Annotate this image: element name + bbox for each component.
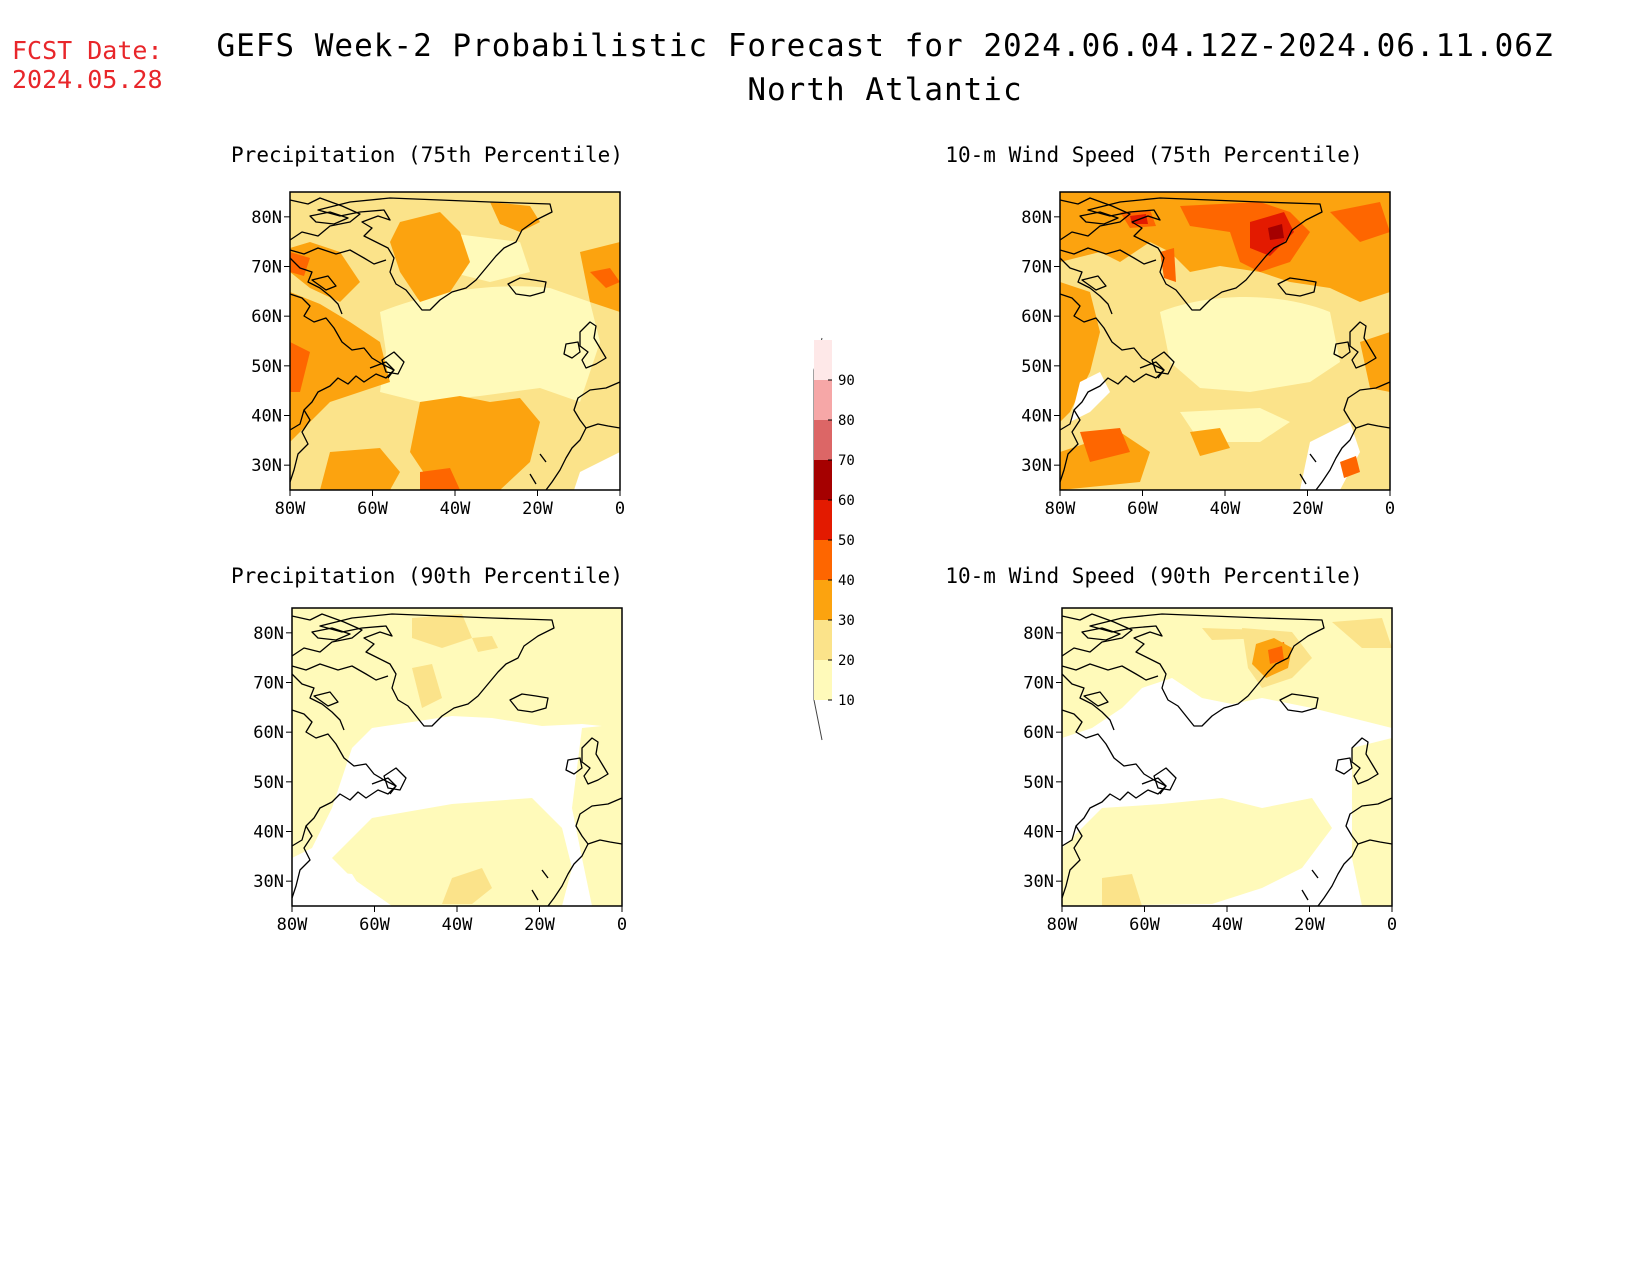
lat-tick-label: 60N (251, 307, 282, 327)
panel-title-precip75: Precipitation (75th Percentile) (231, 143, 623, 167)
lat-tick-label: 50N (251, 357, 282, 377)
colorbar-swatch (814, 420, 832, 460)
forecast-date: FCST Date: 2024.05.28 (12, 36, 163, 94)
map-panel-wind90 (1061, 607, 1393, 907)
lat-tick-label: 70N (253, 674, 284, 694)
colorbar-swatch (814, 540, 832, 580)
colorbar-swatch (814, 460, 832, 500)
lat-tick-label: 30N (1023, 872, 1054, 892)
forecast-date-label: FCST Date: (12, 36, 163, 65)
colorbar-tick-label: 20 (838, 653, 855, 669)
colorbar-swatch (814, 620, 832, 660)
lon-tick-label: 20W (522, 499, 553, 519)
lon-tick-label: 80W (277, 915, 308, 935)
panel-title-wind75: 10-m Wind Speed (75th Percentile) (945, 143, 1362, 167)
colorbar-swatch (814, 500, 832, 540)
lon-tick-label: 80W (1045, 499, 1076, 519)
lat-tick-label: 40N (1023, 823, 1054, 843)
page-title: GEFS Week-2 Probabilistic Forecast for 2… (216, 28, 1554, 64)
lon-tick-label: 20W (1292, 499, 1323, 519)
lon-tick-label: 80W (1047, 915, 1078, 935)
map-panel-wind75 (1059, 191, 1391, 491)
lat-tick-label: 50N (1023, 773, 1054, 793)
map-panel-precip90 (291, 607, 623, 907)
lat-tick-label: 70N (1023, 674, 1054, 694)
panel-title-precip90: Precipitation (90th Percentile) (231, 564, 623, 588)
lon-tick-label: 40W (1210, 499, 1241, 519)
lat-tick-label: 50N (1021, 357, 1052, 377)
lat-tick-label: 50N (253, 773, 284, 793)
lat-tick-label: 30N (251, 456, 282, 476)
lon-tick-label: 0 (615, 499, 625, 519)
colorbar-tick-label: 30 (838, 613, 855, 629)
lat-tick-label: 60N (1021, 307, 1052, 327)
colorbar-swatch (814, 340, 832, 380)
colorbar-tick-label: 90 (838, 373, 855, 389)
lon-tick-label: 60W (357, 499, 388, 519)
colorbar-tick-label: 10 (838, 693, 855, 709)
lon-tick-label: 60W (359, 915, 390, 935)
colorbar-tick-label: 50 (838, 533, 855, 549)
lon-tick-label: 0 (1387, 915, 1397, 935)
lon-tick-label: 80W (275, 499, 306, 519)
lat-tick-label: 70N (251, 258, 282, 278)
colorbar-tick-label: 70 (838, 453, 855, 469)
colorbar-swatch (814, 380, 832, 420)
lat-tick-label: 40N (253, 823, 284, 843)
colorbar-tick-label: 40 (838, 573, 855, 589)
colorbar-tick-label: 60 (838, 493, 855, 509)
axes-layer: 80N 70N 60N 50N 40N 30N 80W 60W 40W 20W 0 80N 70N 60N… (251, 208, 1397, 935)
lon-tick-label: 0 (617, 915, 627, 935)
lat-tick-label: 40N (251, 407, 282, 427)
lon-tick-label: 40W (1212, 915, 1243, 935)
lat-tick-label: 80N (253, 624, 284, 644)
lat-tick-label: 80N (251, 208, 282, 228)
lat-tick-label: 70N (1021, 258, 1052, 278)
forecast-date-value: 2024.05.28 (12, 65, 163, 94)
panel-title-wind90: 10-m Wind Speed (90th Percentile) (945, 564, 1362, 588)
lat-tick-label: 60N (253, 723, 284, 743)
lat-tick-label: 30N (1021, 456, 1052, 476)
lon-tick-label: 20W (524, 915, 555, 935)
colorbar: 10 20 30 40 50 60 70 80 90 (813, 337, 855, 741)
lon-tick-label: 40W (442, 915, 473, 935)
lon-tick-label: 20W (1294, 915, 1325, 935)
lon-tick-label: 60W (1129, 915, 1160, 935)
lat-tick-label: 30N (253, 872, 284, 892)
lat-tick-label: 80N (1023, 624, 1054, 644)
map-panel-precip75 (289, 191, 621, 491)
lat-tick-label: 40N (1021, 407, 1052, 427)
lat-tick-label: 80N (1021, 208, 1052, 228)
colorbar-swatch (814, 580, 832, 620)
page-subtitle: North Atlantic (747, 72, 1023, 108)
lat-tick-label: 60N (1023, 723, 1054, 743)
colorbar-tick-label: 80 (838, 413, 855, 429)
lon-tick-label: 0 (1385, 499, 1395, 519)
lon-tick-label: 40W (440, 499, 471, 519)
colorbar-swatch (814, 660, 832, 700)
lon-tick-label: 60W (1127, 499, 1158, 519)
